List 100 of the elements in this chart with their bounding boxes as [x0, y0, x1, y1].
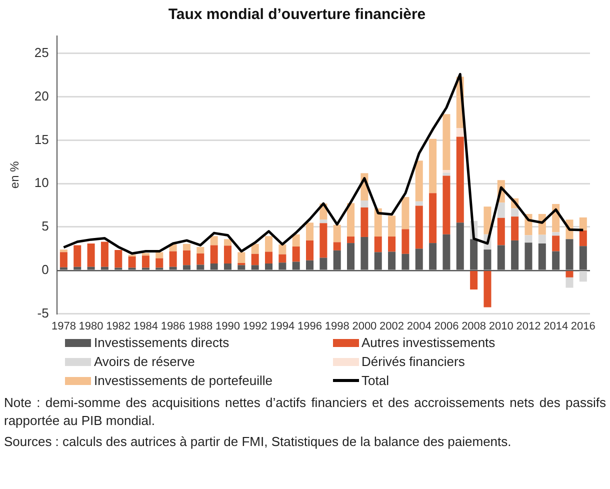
bar	[292, 234, 300, 247]
x-tick-label: 2004	[406, 320, 432, 332]
x-tick-label: 2016	[570, 320, 596, 332]
bar	[538, 234, 546, 244]
bar	[292, 246, 300, 262]
x-tick-label: 2002	[380, 320, 404, 332]
bar	[415, 206, 423, 249]
bar	[264, 236, 273, 252]
x-tick-label: 1980	[78, 320, 104, 332]
y-tick-label: 5	[42, 218, 49, 234]
bar	[402, 197, 410, 230]
bar	[333, 242, 341, 250]
bar	[442, 170, 450, 173]
x-tick-label: 2008	[462, 320, 486, 332]
x-tick-label: 2010	[488, 320, 514, 332]
legend-label: Autres investissements	[362, 335, 496, 350]
bar	[182, 250, 190, 266]
y-tick-label: 10	[34, 175, 49, 190]
bar	[333, 224, 341, 242]
bar	[182, 244, 190, 250]
bar	[497, 202, 505, 218]
bar	[566, 277, 574, 288]
x-tick-label: 1994	[270, 320, 295, 332]
bar	[142, 253, 150, 256]
bar	[442, 176, 450, 234]
bar	[60, 250, 68, 252]
bar	[224, 246, 232, 264]
bar	[484, 206, 492, 234]
x-tick-label: 1982	[106, 320, 131, 332]
x-tick-label: 1990	[215, 320, 240, 332]
bar	[306, 240, 314, 260]
x-tick-label: 1996	[298, 320, 322, 332]
bar	[156, 258, 164, 268]
bar	[128, 256, 136, 268]
bar	[278, 244, 286, 254]
bar	[347, 203, 355, 237]
x-tick-label: 2006	[434, 320, 459, 332]
legend-label: Avoirs de réserve	[94, 354, 195, 369]
source-note: Sources : calculs des autrices à partir de FMI, Statistiques de la balance des paiements.	[4, 433, 512, 451]
bar	[470, 270, 478, 290]
bar	[278, 254, 286, 263]
bar	[114, 250, 122, 268]
x-tick-label: 2000	[352, 320, 377, 332]
bar	[388, 236, 396, 252]
x-tick-label: 1984	[133, 320, 158, 332]
bar	[156, 252, 164, 258]
bar	[224, 239, 232, 246]
bar	[60, 252, 68, 268]
text: Note : demi-somme des acquisitions nettes d’actifs financiers et des accroissements nets des passifs rapportée au PIB mondial.	[4, 394, 606, 430]
bar	[511, 216, 519, 240]
bar	[579, 270, 587, 282]
x-tick-label: 1986	[160, 320, 186, 332]
bar	[100, 242, 108, 267]
bar	[552, 232, 560, 236]
legend-label: Investissements de portefeuille	[94, 373, 272, 388]
legend-label: Dérivés financiers	[362, 354, 465, 369]
bar	[429, 138, 437, 194]
bar	[169, 251, 177, 267]
bar	[74, 245, 82, 267]
bar	[251, 254, 259, 266]
bar	[320, 220, 328, 224]
y-tick-label: 25	[34, 44, 49, 60]
bar	[347, 236, 355, 244]
bar	[415, 160, 423, 202]
bar	[264, 252, 273, 264]
chart-title: Taux mondial d’ouverture financière	[168, 6, 426, 24]
y-tick-label: 15	[34, 132, 49, 147]
bar	[566, 270, 574, 278]
y-tick-label: 0	[42, 262, 49, 277]
bar	[579, 230, 587, 246]
bar	[442, 172, 450, 176]
bar	[442, 114, 450, 170]
bar	[552, 236, 560, 252]
bar	[320, 223, 328, 258]
bar	[360, 200, 368, 208]
x-tick-label: 2012	[516, 320, 541, 332]
bar	[374, 236, 382, 252]
x-tick-label: 1978	[51, 320, 76, 332]
bar	[251, 244, 259, 254]
bar	[87, 243, 95, 267]
bar	[306, 222, 314, 240]
bar	[360, 207, 368, 237]
bar	[524, 235, 532, 243]
bar	[142, 256, 150, 268]
bar	[415, 201, 423, 206]
x-tick-label: 1992	[242, 320, 268, 332]
bar	[388, 216, 396, 237]
bar	[196, 246, 204, 254]
y-tick-label: 20	[34, 88, 49, 104]
y-axis-title: en %	[8, 160, 22, 189]
legend-label: Investissements directs	[94, 335, 230, 350]
bar	[210, 245, 218, 264]
bar	[511, 208, 519, 217]
bar	[210, 236, 218, 246]
bar	[402, 229, 410, 254]
bar	[484, 270, 492, 308]
y-tick-label: -5	[37, 305, 49, 320]
x-tick-label: 1988	[188, 320, 213, 332]
bar	[579, 217, 587, 230]
bar	[196, 253, 204, 265]
